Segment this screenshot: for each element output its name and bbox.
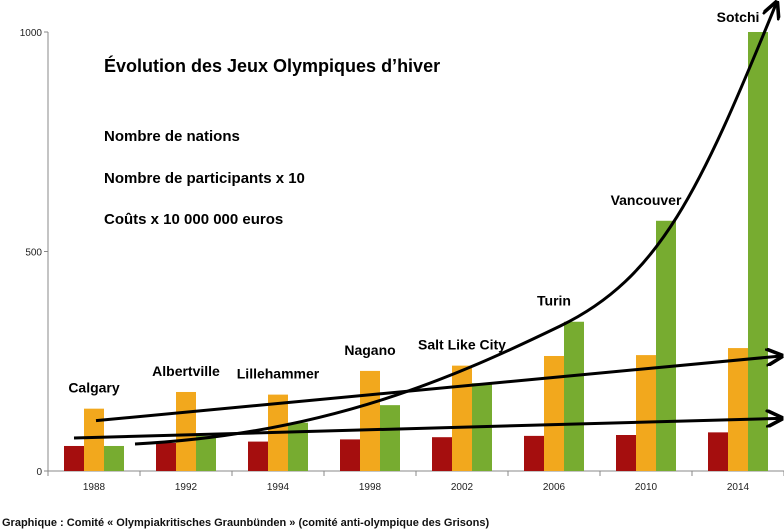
x-tick-label: 2002: [451, 482, 474, 493]
city-label: Lillehammer: [237, 366, 320, 382]
x-tick-label: 1988: [83, 482, 106, 493]
bar-2002-series-0: [432, 437, 452, 471]
bar-1988-series-2: [104, 445, 124, 471]
bar-1992-series-1: [176, 391, 196, 471]
bar-1998-series-1: [360, 370, 380, 471]
bar-2010-series-1: [636, 355, 656, 471]
legend-participants: Nombre de participants x 10: [104, 170, 305, 187]
x-tick-label: 1994: [267, 482, 290, 493]
x-tick-label: 2014: [727, 482, 750, 493]
bars: [64, 32, 768, 471]
bar-1998-series-0: [340, 439, 360, 471]
city-label: Nagano: [344, 342, 395, 358]
bar-2006-series-1: [544, 355, 564, 471]
x-tick-label: 1998: [359, 482, 382, 493]
city-label: Calgary: [68, 380, 120, 396]
bar-1988-series-1: [84, 408, 104, 471]
bar-1994-series-2: [288, 422, 308, 471]
trend-arrow-participants: [95, 356, 780, 423]
y-tick-label: 500: [25, 248, 42, 259]
bar-1988-series-0: [64, 445, 84, 471]
caption: Graphique : Comité « Olympiakritisches G…: [2, 517, 489, 529]
bar-1992-series-2: [196, 435, 216, 471]
x-tick-label: 2006: [543, 482, 566, 493]
legend-costs: Coûts x 10 000 000 euros: [104, 211, 283, 228]
y-tick-label: 0: [36, 467, 42, 478]
city-label: Salt Like City: [418, 337, 506, 353]
city-label: Turin: [537, 293, 571, 309]
bar-2002-series-1: [452, 365, 472, 471]
bar-2010-series-0: [616, 435, 636, 471]
bar-1994-series-0: [248, 441, 268, 471]
city-label: Sotchi: [717, 9, 760, 25]
city-label: Albertville: [152, 363, 220, 379]
bar-2006-series-0: [524, 435, 544, 471]
bar-2006-series-2: [564, 321, 584, 471]
labels: 1988 Calgary 1992 Albertville 1994 Lillehamme…: [68, 9, 759, 493]
bar-1992-series-0: [156, 442, 176, 471]
bar-2010-series-2: [656, 220, 676, 471]
trend-arrow-costs: [134, 4, 776, 446]
x-tick-label: 1992: [175, 482, 198, 493]
trend-arrows: [73, 4, 780, 446]
city-label: Vancouver: [611, 192, 682, 208]
bar-2014-series-0: [708, 432, 728, 471]
bar-2014-series-1: [728, 348, 748, 471]
trend-arrow-nations: [73, 418, 780, 440]
y-tick-label: 1000: [20, 28, 43, 39]
x-tick-label: 2010: [635, 482, 658, 493]
bar-2014-series-2: [748, 32, 768, 471]
bar-1998-series-2: [380, 405, 400, 471]
chart-title: Évolution des Jeux Olympiques d’hiver: [104, 55, 440, 76]
legend-nations: Nombre de nations: [104, 128, 240, 145]
